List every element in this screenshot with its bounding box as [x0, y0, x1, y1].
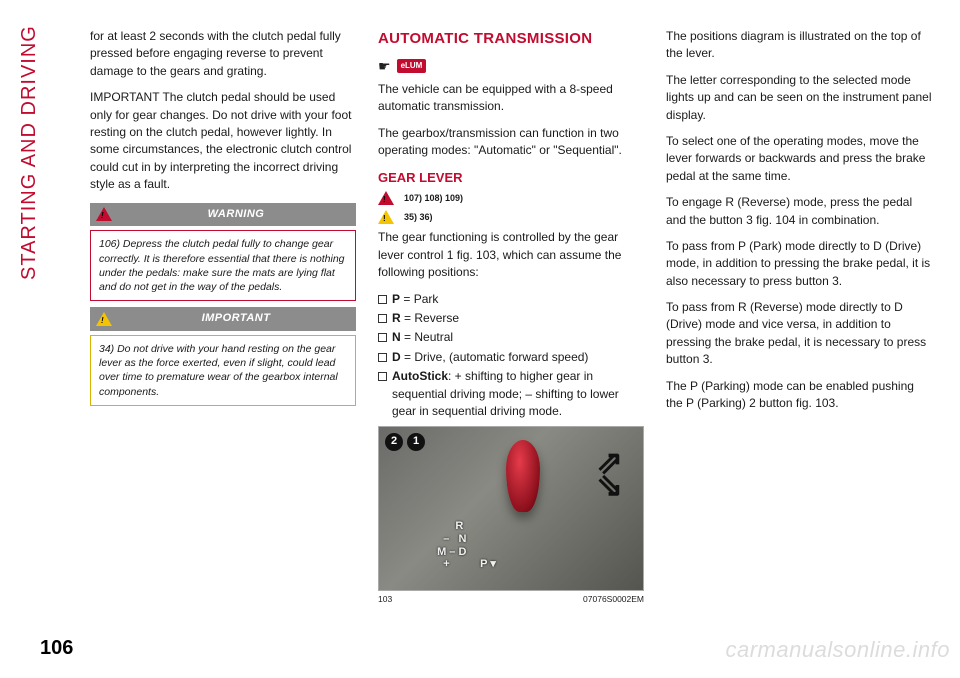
- page-number: 106: [40, 637, 73, 660]
- warning-note-text: 106) Depress the clutch pedal fully to c…: [99, 238, 345, 293]
- ref-yellow-nums: 35) 36): [404, 211, 433, 224]
- col3-p1: The positions diagram is illustrated on …: [666, 28, 932, 63]
- content-columns: for at least 2 seconds with the clutch p…: [90, 28, 932, 623]
- gear-knob-graphic: [506, 440, 540, 512]
- col3-p2: The letter corresponding to the selected…: [666, 72, 932, 124]
- callout-1-icon: 1: [407, 433, 425, 451]
- callout-2-icon: 2: [385, 433, 403, 451]
- warning-bar: ! WARNING: [90, 203, 356, 227]
- ref-red-triangle-icon: !: [378, 191, 394, 205]
- warning-note: 106) Depress the clutch pedal fully to c…: [90, 230, 356, 301]
- elum-badge-row: ☛ eLUM: [378, 56, 644, 76]
- warning-label: WARNING: [122, 207, 350, 223]
- col1-para2: IMPORTANT The clutch pedal should be use…: [90, 89, 356, 193]
- figure-code: 07076S0002EM: [583, 593, 644, 605]
- important-bar: ! IMPORTANT: [90, 307, 356, 331]
- gear-pattern-labels: R – N M – D + P ▾: [437, 520, 496, 571]
- watermark: carmanualsonline.info: [725, 637, 950, 663]
- ref-red-nums: 107) 108) 109): [404, 192, 463, 205]
- column-3: The positions diagram is illustrated on …: [666, 28, 932, 623]
- col2-p3: The gear functioning is controlled by th…: [378, 229, 644, 281]
- list-item: R = Reverse: [378, 310, 644, 327]
- col3-p7: The P (Parking) mode can be enabled push…: [666, 378, 932, 413]
- list-item: N = Neutral: [378, 329, 644, 346]
- column-2: AUTOMATIC TRANSMISSION ☛ eLUM The vehicl…: [378, 28, 644, 623]
- col3-p4: To engage R (Reverse) mode, press the pe…: [666, 194, 932, 229]
- gear-lever-heading: GEAR LEVER: [378, 169, 644, 188]
- section-vertical-title: STARTING AND DRIVING: [18, 25, 41, 280]
- col2-p2: The gearbox/transmission can function in…: [378, 125, 644, 160]
- list-item: AutoStick: + shifting to higher gear in …: [378, 368, 644, 420]
- column-1: for at least 2 seconds with the clutch p…: [90, 28, 356, 623]
- ref-yellow-triangle-icon: !: [378, 210, 394, 224]
- important-label: IMPORTANT: [122, 311, 350, 327]
- gear-positions-list: PP = Park = Park R = Reverse N = Neutral…: [378, 291, 644, 421]
- hand-pointer-icon: ☛: [378, 56, 391, 76]
- list-item: PP = Park = Park: [378, 291, 644, 308]
- elum-badge: eLUM: [397, 59, 427, 73]
- important-triangle-icon: !: [96, 312, 112, 326]
- col3-p3: To select one of the operating modes, mo…: [666, 133, 932, 185]
- warning-triangle-icon: !: [96, 207, 112, 221]
- gear-lever-figure: 2 1 ⇗⇘ R – N M – D + P ▾: [378, 426, 644, 591]
- col3-p6: To pass from R (Reverse) mode directly t…: [666, 299, 932, 369]
- shift-arrows-icon: ⇗⇘: [596, 451, 623, 496]
- list-item: D = Drive, (automatic forward speed): [378, 349, 644, 366]
- important-note: 34) Do not drive with your hand resting …: [90, 335, 356, 406]
- col3-p5: To pass from P (Park) mode directly to D…: [666, 238, 932, 290]
- section-title: AUTOMATIC TRANSMISSION: [378, 28, 644, 50]
- figure-caption: 103 07076S0002EM: [378, 593, 644, 605]
- ref-yellow-row: ! 35) 36): [378, 210, 644, 224]
- important-note-text: 34) Do not drive with your hand resting …: [99, 343, 338, 398]
- figure-number: 103: [378, 593, 392, 605]
- ref-red-row: ! 107) 108) 109): [378, 191, 644, 205]
- col2-p1: The vehicle can be equipped with a 8-spe…: [378, 81, 644, 116]
- col1-para1: for at least 2 seconds with the clutch p…: [90, 28, 356, 80]
